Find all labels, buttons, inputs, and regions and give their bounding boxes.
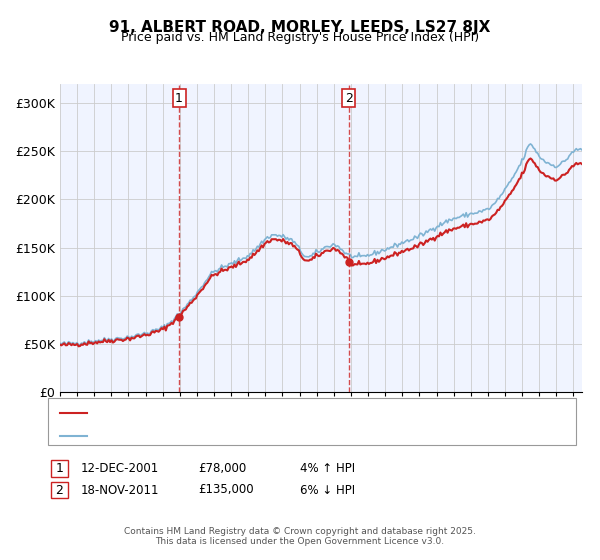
Text: £135,000: £135,000 bbox=[198, 483, 254, 497]
Text: 2: 2 bbox=[55, 483, 64, 497]
Text: 2: 2 bbox=[345, 92, 353, 105]
Text: £78,000: £78,000 bbox=[198, 462, 246, 475]
Text: 91, ALBERT ROAD, MORLEY, LEEDS, LS27 8JX: 91, ALBERT ROAD, MORLEY, LEEDS, LS27 8JX bbox=[109, 20, 491, 35]
Text: 6% ↓ HPI: 6% ↓ HPI bbox=[300, 483, 355, 497]
Text: HPI: Average price, semi-detached house, Leeds: HPI: Average price, semi-detached house,… bbox=[91, 431, 343, 441]
Text: 91, ALBERT ROAD, MORLEY, LEEDS, LS27 8JX (semi-detached house): 91, ALBERT ROAD, MORLEY, LEEDS, LS27 8JX… bbox=[91, 408, 449, 418]
Text: 4% ↑ HPI: 4% ↑ HPI bbox=[300, 462, 355, 475]
Text: Contains HM Land Registry data © Crown copyright and database right 2025.
This d: Contains HM Land Registry data © Crown c… bbox=[124, 526, 476, 546]
Bar bbox=[179, 84, 349, 392]
Text: 1: 1 bbox=[55, 462, 64, 475]
Text: Price paid vs. HM Land Registry's House Price Index (HPI): Price paid vs. HM Land Registry's House … bbox=[121, 31, 479, 44]
Text: 12-DEC-2001: 12-DEC-2001 bbox=[81, 462, 159, 475]
Text: 1: 1 bbox=[175, 92, 183, 105]
Text: 18-NOV-2011: 18-NOV-2011 bbox=[81, 483, 160, 497]
